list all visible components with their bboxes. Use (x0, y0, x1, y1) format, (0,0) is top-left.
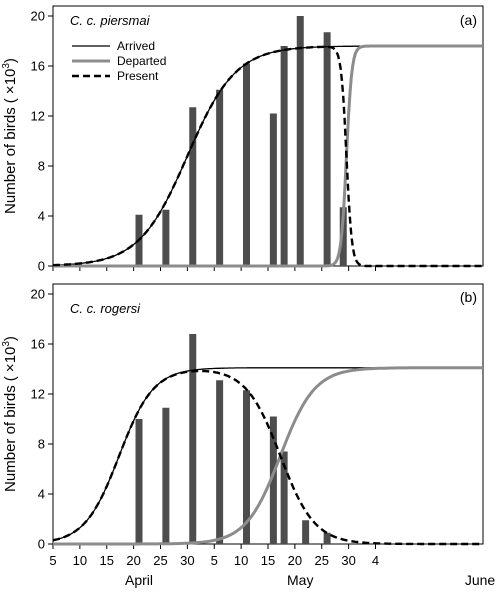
bar-b-0 (135, 419, 143, 544)
y-axis-title-b-main: Number of birds (2, 385, 19, 492)
series-departed-a (53, 44, 483, 268)
x-tick-label-4: 25 (153, 553, 167, 568)
y-tick-label-a-0: 0 (38, 259, 45, 274)
month-label-april: April (125, 572, 153, 588)
x-axis: 5 10 15 20 25 30 5 10 15 20 25 30 4 April May June (49, 553, 495, 588)
y-axis-title-a-main: Number of birds (2, 107, 19, 214)
x-tick-label-10: 25 (315, 553, 329, 568)
month-label-may: May (287, 572, 313, 588)
y-tick-label-b-12: 12 (31, 387, 45, 402)
x-tick-label-3: 20 (126, 553, 140, 568)
y-tick-label-b-8: 8 (38, 437, 45, 452)
panel-a-title: C. c. piersmai (70, 13, 151, 28)
y-tick-label-a-16: 16 (31, 59, 45, 74)
y-tick-label-a-12: 12 (31, 109, 45, 124)
svg-text:Number of birds( ×103): Number of birds ( ×103) (1, 336, 19, 492)
y-tick-label-b-16: 16 (31, 337, 45, 352)
legend: Arrived Departed Present (72, 39, 166, 83)
legend-arrived-label: Arrived (117, 39, 155, 53)
bar-b-1 (162, 407, 170, 544)
bar-a-7 (296, 16, 304, 266)
panel-b-plot: 0 4 8 12 16 20 (31, 287, 483, 552)
bar-a-1 (162, 209, 170, 266)
x-tick-label-0: 5 (49, 553, 56, 568)
series-present-b (52, 369, 483, 546)
y-axis-unit-b-exp: 3 (1, 341, 12, 347)
y-axis-unit-b-suffix: ) (2, 336, 19, 341)
panel-a-plot: 0 4 8 12 16 20 (31, 9, 483, 274)
bar-a-8 (323, 32, 331, 266)
x-tick-label-1: 10 (73, 553, 87, 568)
y-axis-unit-a-exp: 3 (1, 63, 12, 69)
x-tick-label-5: 30 (180, 553, 194, 568)
legend-departed-label: Departed (117, 54, 166, 68)
y-tick-label-a-4: 4 (38, 209, 45, 224)
bar-a-2 (189, 107, 197, 266)
bar-b-3 (216, 380, 224, 544)
bar-a-9 (339, 207, 347, 266)
bar-a-4 (243, 63, 250, 266)
bar-b-6 (280, 451, 288, 544)
y-tick-label-b-0: 0 (38, 537, 45, 552)
panel-b-title: C. c. rogersi (70, 301, 141, 316)
bar-b-7 (302, 520, 310, 544)
panel-b-label: (b) (460, 289, 477, 305)
x-tick-label-6: 5 (211, 553, 218, 568)
y-axis-unit-b-prefix: ( ×10 (2, 347, 19, 382)
y-tick-label-b-4: 4 (38, 487, 45, 502)
y-axis-title-b: Number of birds ( ×103) (1, 336, 19, 492)
svg-text:Number of birds( ×103): Number of birds ( ×103) (1, 58, 19, 214)
series-present-a (52, 45, 483, 268)
x-tick-label-7: 10 (234, 553, 248, 568)
bar-b-4 (243, 390, 250, 544)
y-axis-unit-a-prefix: ( ×10 (2, 69, 19, 104)
bar-a-6 (280, 46, 288, 266)
x-tick-label-8: 15 (261, 553, 275, 568)
y-axis-unit-a-suffix: ) (2, 58, 19, 63)
y-axis-title-a: Number of birds ( ×103) (1, 58, 19, 214)
bar-b-2 (189, 334, 197, 544)
y-tick-label-b-20: 20 (31, 287, 45, 302)
x-tick-label-12: 4 (372, 553, 379, 568)
x-tick-label-9: 20 (288, 553, 302, 568)
series-departed-b (53, 366, 483, 546)
bar-a-3 (216, 89, 224, 266)
x-tick-label-2: 15 (100, 553, 114, 568)
panel-b-frame (52, 283, 484, 545)
month-label-june: June (465, 572, 496, 588)
panel-a-label: (a) (460, 12, 477, 28)
y-tick-label-a-8: 8 (38, 159, 45, 174)
legend-present-label: Present (117, 69, 159, 83)
y-tick-label-a-20: 20 (31, 9, 45, 24)
bar-b-8 (323, 532, 331, 544)
bar-a-5 (269, 113, 277, 266)
series-arrived-b (52, 367, 483, 541)
bar-b-5 (269, 416, 277, 544)
x-tick-label-11: 30 (341, 553, 355, 568)
